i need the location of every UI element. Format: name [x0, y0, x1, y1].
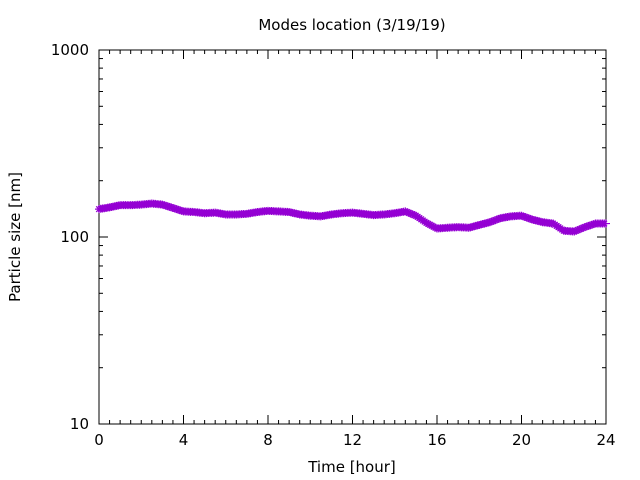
data-point — [572, 226, 581, 235]
data-point — [524, 214, 533, 223]
data-point — [575, 225, 584, 234]
data-point — [485, 218, 494, 227]
data-point — [521, 212, 530, 221]
data-point — [570, 227, 579, 236]
y-tick-label: 10 — [70, 415, 89, 433]
x-tick-label: 24 — [596, 431, 615, 449]
x-tick-label: 20 — [512, 431, 531, 449]
series-layer — [95, 199, 610, 236]
series-line — [95, 199, 610, 236]
data-point — [577, 224, 586, 233]
data-point — [489, 216, 498, 225]
x-tick-label: 0 — [94, 431, 104, 449]
data-point — [404, 208, 413, 217]
plot-frame — [98, 49, 607, 425]
data-point — [602, 219, 610, 228]
chart-title: Modes location (3/19/19) — [258, 16, 445, 34]
data-point — [579, 223, 588, 232]
y-tick-labels: 10 100 1000 — [51, 41, 89, 433]
x-tick-label: 8 — [263, 431, 273, 449]
x-tick-label: 16 — [427, 431, 446, 449]
data-point — [522, 213, 531, 222]
data-point — [406, 209, 415, 218]
data-point — [403, 208, 412, 217]
y-tick-label: 100 — [60, 228, 89, 246]
data-point — [526, 214, 535, 223]
data-point — [517, 211, 526, 220]
data-point — [494, 214, 503, 223]
y-axis-label: Particle size [nm] — [6, 172, 24, 302]
x-tick-label: 4 — [179, 431, 189, 449]
data-point — [573, 226, 582, 235]
data-point — [519, 212, 528, 221]
x-tick-label: 12 — [343, 431, 362, 449]
axis-ticks — [98, 49, 607, 425]
data-point — [487, 217, 496, 226]
data-point — [492, 215, 501, 224]
data-point — [410, 210, 419, 219]
data-point — [491, 216, 500, 225]
data-point — [408, 210, 417, 219]
data-point — [401, 207, 410, 216]
y-tick-label: 1000 — [51, 41, 89, 59]
x-axis-label: Time [hour] — [307, 458, 396, 476]
x-tick-labels: 0 4 8 12 16 20 24 — [94, 431, 615, 449]
